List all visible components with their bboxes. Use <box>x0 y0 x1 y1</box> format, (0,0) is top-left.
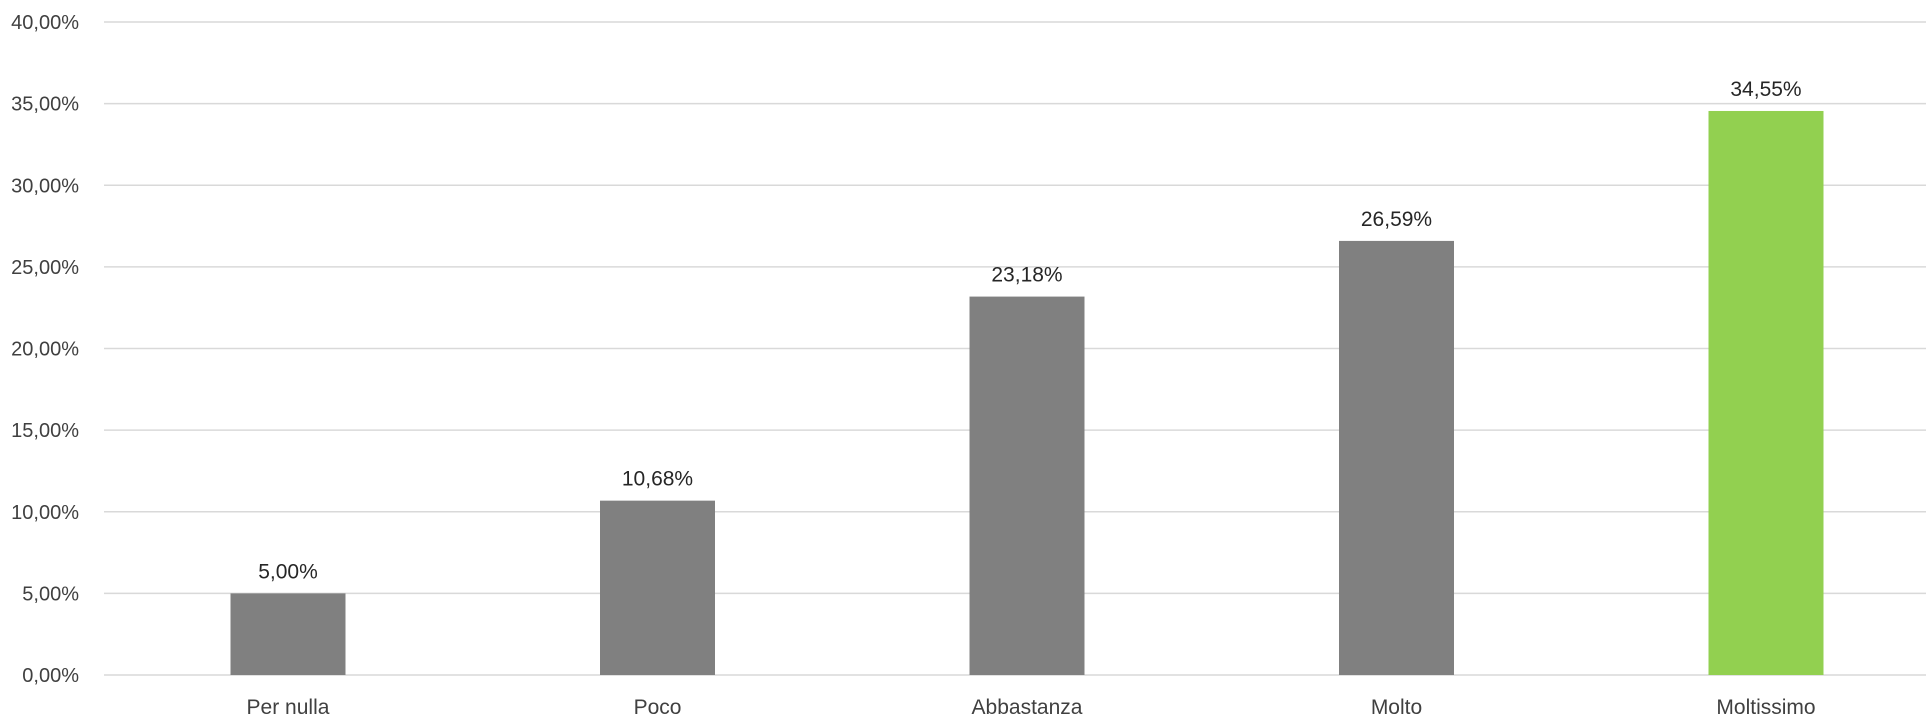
y-tick-label: 40,00% <box>11 12 79 34</box>
y-tick-label: 35,00% <box>11 94 79 116</box>
data-label: 34,55% <box>1730 78 1801 101</box>
data-label: 5,00% <box>258 560 318 583</box>
y-tick-label: 20,00% <box>11 339 79 361</box>
y-tick-label: 5,00% <box>22 583 79 605</box>
y-tick-label: 25,00% <box>11 257 79 279</box>
y-axis-tick-labels: 0,00% 5,00% 10,00% 15,00% 20,00% 25,00% 30,00%… <box>11 12 79 687</box>
bar-molto <box>1339 240 1454 675</box>
bar-abbastanza <box>969 296 1085 675</box>
y-tick-label: 30,00% <box>11 175 79 197</box>
data-label: 26,59% <box>1361 208 1432 231</box>
y-tick-label: 10,00% <box>11 502 79 524</box>
x-tick-label: Moltissimo <box>1716 696 1815 718</box>
y-tick-label: 15,00% <box>11 420 79 442</box>
bar-moltissimo <box>1708 110 1824 675</box>
x-tick-label: Molto <box>1371 696 1422 718</box>
bar-poco <box>600 500 715 675</box>
x-tick-label: Abbastanza <box>972 696 1083 718</box>
bars <box>230 110 1824 675</box>
data-label: 23,18% <box>991 264 1062 287</box>
y-tick-label: 0,00% <box>22 665 79 687</box>
x-axis-tick-labels: Per nulla Poco Abbastanza Molto Moltissimo <box>247 696 1816 719</box>
bar-per-nulla <box>230 593 346 675</box>
x-tick-label: Per nulla <box>247 696 330 718</box>
x-tick-label: Poco <box>634 696 682 718</box>
data-labels: 5,00% 10,68% 23,18% 26,59% 34,55% <box>258 78 1801 583</box>
data-label: 10,68% <box>622 468 693 491</box>
